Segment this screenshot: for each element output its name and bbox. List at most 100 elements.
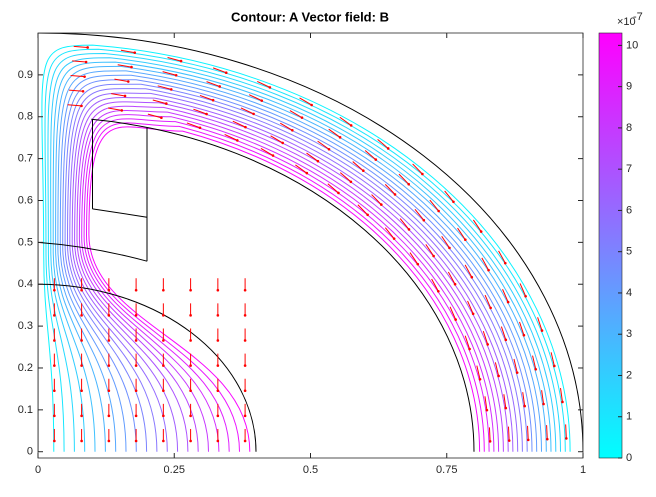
chart-title: Contour: A Vector field: B xyxy=(231,9,389,24)
vector-head xyxy=(337,191,340,195)
vector-head xyxy=(366,213,369,217)
vector-arrow xyxy=(339,172,352,183)
vector-head xyxy=(53,389,56,393)
vector-head xyxy=(80,314,83,317)
vector-head xyxy=(489,306,492,310)
vector-arrow xyxy=(377,138,389,149)
vector-arrow xyxy=(193,108,207,115)
vector-head xyxy=(216,314,220,317)
vector-head xyxy=(487,268,490,272)
vector-arrow xyxy=(120,49,135,54)
vector-head xyxy=(453,282,457,286)
geometry-edge xyxy=(38,33,583,452)
vector-head xyxy=(470,275,474,279)
vector-head xyxy=(416,262,420,266)
vector-head xyxy=(126,80,130,83)
geometry-edge xyxy=(38,283,257,452)
vector-arrow xyxy=(111,93,126,97)
vector-head xyxy=(53,288,56,292)
vector-arrow xyxy=(299,97,312,106)
vector-head xyxy=(310,103,313,107)
vector-arrow xyxy=(167,57,182,62)
vector-head xyxy=(478,378,482,381)
vector-head xyxy=(252,112,255,116)
vector-head xyxy=(386,147,390,150)
colorbar-tick-label: 0 xyxy=(626,452,632,464)
vector-head xyxy=(448,246,451,250)
contour-line xyxy=(69,92,519,452)
vector-head xyxy=(53,414,56,418)
contour-line xyxy=(55,65,547,452)
vector-head xyxy=(189,288,192,292)
vector-head xyxy=(316,159,320,163)
vector-head xyxy=(162,439,165,443)
vector-arrow xyxy=(270,135,283,144)
vector-head xyxy=(452,200,455,204)
vector-head xyxy=(565,437,568,440)
colorbar-tick-label: 9 xyxy=(626,81,632,93)
vector-head xyxy=(260,99,264,102)
vector-arrow xyxy=(162,71,177,76)
colorbar-tick-label: 1 xyxy=(626,411,632,423)
vector-head xyxy=(107,414,111,418)
x-tick-label: 0.75 xyxy=(436,464,457,476)
vector-head xyxy=(236,139,239,142)
vector-arrow xyxy=(67,104,82,107)
contour-line xyxy=(83,118,490,452)
vector-head xyxy=(300,116,304,119)
x-tick-label: 1 xyxy=(580,464,586,476)
colorbar-tick-label: 6 xyxy=(626,204,632,216)
vector-head xyxy=(165,102,168,105)
vector-arrow xyxy=(447,271,456,285)
vector-arrow xyxy=(467,300,474,314)
vector-arrow xyxy=(464,335,471,350)
vector-head xyxy=(120,109,124,112)
vector-head xyxy=(189,389,192,393)
vector-head xyxy=(437,289,440,293)
vector-arrow xyxy=(565,424,567,439)
vector-head xyxy=(271,154,275,157)
y-tick-label: 0.7 xyxy=(18,153,33,165)
vector-arrow xyxy=(519,283,527,297)
vector-arrow xyxy=(532,355,537,370)
vector-head xyxy=(107,389,111,393)
vector-arrow xyxy=(206,81,220,87)
vector-arrow xyxy=(147,113,162,119)
y-tick-label: 0.5 xyxy=(18,236,33,248)
colorbar-tick-label: 3 xyxy=(626,328,632,340)
contour-line xyxy=(47,52,561,452)
vector-head xyxy=(189,439,192,443)
contour-line xyxy=(66,88,523,452)
vector-head xyxy=(432,254,435,258)
vector-arrow xyxy=(412,163,423,175)
vector-arrow xyxy=(357,204,368,216)
vector-head xyxy=(421,172,424,176)
vector-head xyxy=(515,371,519,374)
vector-head xyxy=(80,364,83,367)
vector-head xyxy=(437,209,440,213)
vector-arrow xyxy=(399,218,410,230)
vector-arrow xyxy=(157,85,172,90)
geometry-edge xyxy=(92,208,148,218)
vector-head xyxy=(218,85,221,88)
vector-head xyxy=(362,169,365,172)
axes-frame xyxy=(37,32,584,459)
colorbar-multiplier: ×10 xyxy=(617,16,636,28)
vector-head xyxy=(86,46,89,49)
vector-arrow xyxy=(72,60,87,63)
vector-head xyxy=(506,300,510,304)
vector-arrow xyxy=(212,67,227,74)
vector-head xyxy=(216,414,220,418)
vector-head xyxy=(244,125,247,129)
vector-arrow xyxy=(248,94,262,102)
vector-head xyxy=(327,147,331,151)
vector-arrow xyxy=(186,122,201,129)
plot-content xyxy=(38,33,583,452)
vector-arrow xyxy=(364,150,377,160)
vector-arrow xyxy=(152,99,167,105)
x-tick-label: 0.25 xyxy=(164,464,185,476)
x-tick-label: 0 xyxy=(35,464,41,476)
vector-arrow xyxy=(199,94,214,101)
contour-line xyxy=(59,74,538,452)
y-tick-label: 0.4 xyxy=(18,278,33,290)
